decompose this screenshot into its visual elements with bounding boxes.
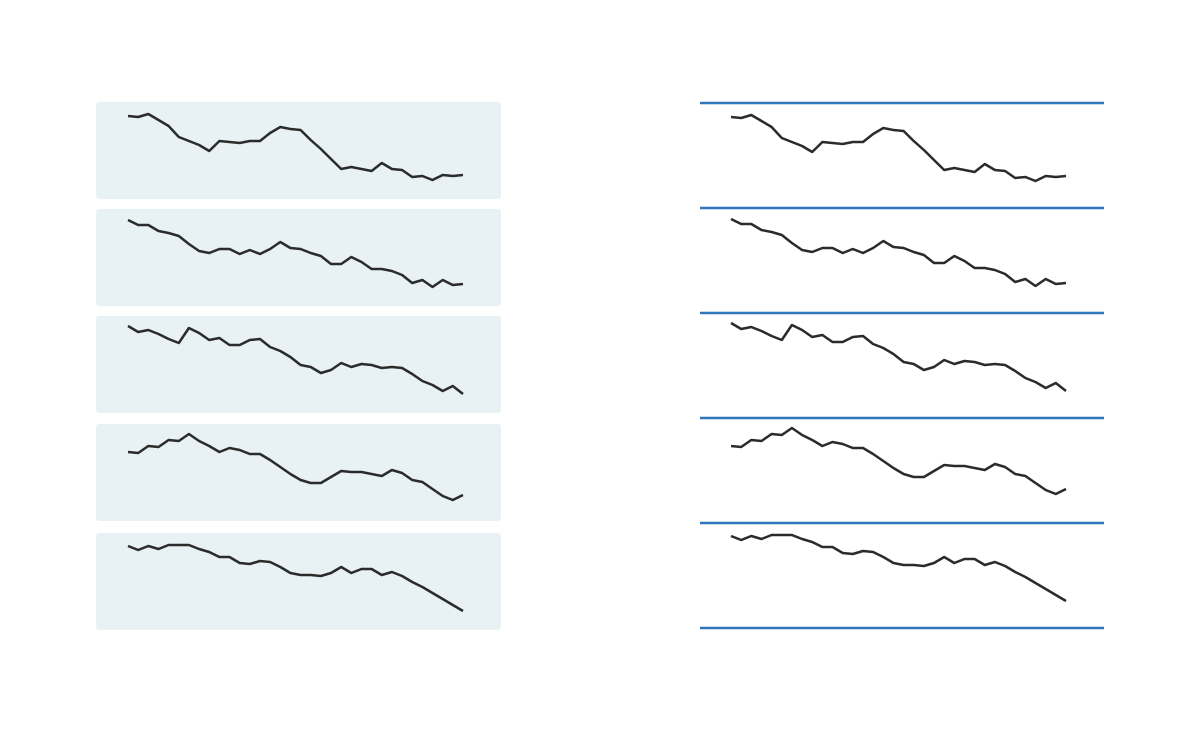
sparkline: [127, 112, 464, 182]
panel: [96, 533, 501, 630]
sparkline: [730, 217, 1067, 288]
panel: [96, 102, 501, 199]
panel: [96, 424, 501, 521]
sparkline: [730, 321, 1067, 392]
panel: [96, 209, 501, 306]
sparkline: [127, 324, 464, 395]
sparkline: [730, 426, 1067, 496]
sparkline: [127, 543, 464, 613]
sparkline: [730, 533, 1067, 603]
sparkline: [127, 432, 464, 502]
sparkline: [127, 218, 464, 289]
sparkline: [730, 113, 1067, 183]
